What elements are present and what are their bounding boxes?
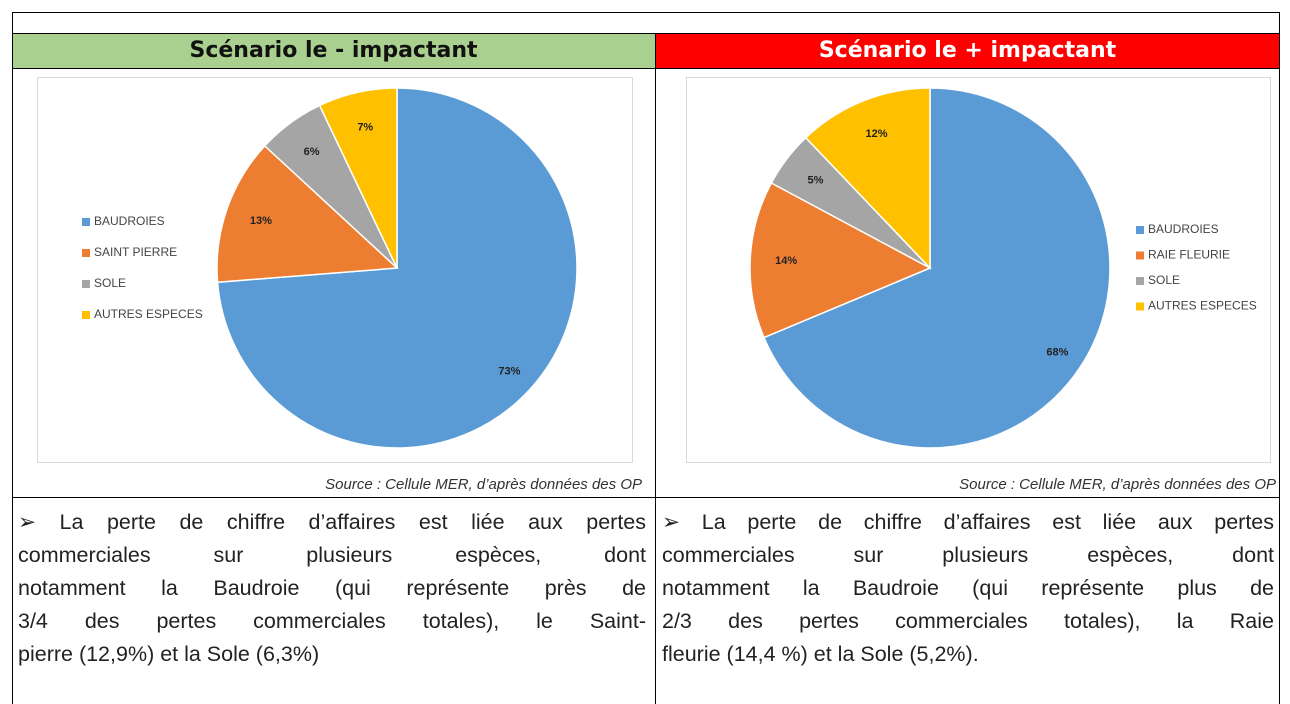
pie-slice [318, 87, 398, 269]
data-label: 13% [250, 215, 272, 227]
source: Source : Cellule MER, d’après données de… [325, 476, 642, 493]
legend-label: BAUDROIES [1148, 222, 1219, 236]
text-line: commerciales sur plusieurs espèces, dont [662, 543, 1274, 567]
paragraph: ➢ La perte de chiffre d’affaires est lié… [662, 506, 1274, 671]
data-label: 6% [304, 146, 320, 158]
border [12, 68, 1280, 69]
text-line: notamment la Baudroie (qui représente pl… [662, 576, 1274, 600]
legend-swatch [82, 280, 90, 288]
source: Source : Cellule MER, d’après données de… [959, 476, 1276, 493]
legend-label: BAUDROIES [94, 214, 165, 228]
text-line: fleurie (14,4 %) et la Sole (5,2%). [662, 642, 979, 666]
border [12, 497, 1280, 498]
border [12, 12, 1280, 13]
pie-slice [216, 144, 399, 284]
text-line: pierre (12,9%) et la Sole (6,3%) [18, 642, 320, 666]
paragraph: ➢ La perte de chiffre d’affaires est lié… [18, 506, 646, 671]
text-line: ➢ La perte de chiffre d’affaires est lié… [18, 510, 646, 534]
pie-slice [804, 87, 931, 270]
text-line: commerciales sur plusieurs espèces, dont [18, 543, 646, 567]
legend-label: AUTRES ESPECES [1148, 299, 1257, 313]
legend-swatch [1136, 251, 1144, 260]
data-label: 73% [498, 366, 520, 378]
border [12, 12, 13, 704]
text-line: ➢ La perte de chiffre d’affaires est lié… [662, 510, 1274, 534]
text-line: 2/3 des pertes commerciales totales), la… [662, 609, 1274, 633]
text-line: 3/4 des pertes commerciales totales), le… [18, 609, 646, 633]
data-label: 14% [775, 255, 797, 267]
pie-chart: 73% 13% 6% 7% BAUDROIES SAINT PIERRE SOLE AUTRE… [37, 77, 633, 463]
legend-swatch [1136, 302, 1144, 311]
text-line: notamment la Baudroie (qui représente pr… [18, 576, 646, 600]
header-right: Scénario le + impactant [655, 33, 1280, 68]
data-label: 68% [1046, 347, 1068, 359]
legend-label: SOLE [94, 276, 126, 290]
data-label: 5% [807, 175, 823, 187]
data-label: 12% [865, 128, 887, 140]
border [1279, 12, 1280, 704]
pie-chart: 68% 14% 5% 12% BAUDROIES RAIE FLEURIE SOLE AUTR… [686, 77, 1271, 463]
border [12, 33, 1280, 34]
legend-label: RAIE FLEURIE [1148, 248, 1230, 262]
border [655, 33, 656, 704]
legend-label: AUTRES ESPECES [94, 307, 203, 321]
legend-swatch [1136, 277, 1144, 285]
data-label: 7% [357, 121, 373, 133]
legend-label: SOLE [1148, 273, 1180, 287]
legend-swatch [82, 311, 90, 319]
pie-slice [762, 87, 1111, 449]
header-left: Scénario le - impactant [12, 33, 655, 68]
pie-slice [749, 181, 932, 339]
legend-label: SAINT PIERRE [94, 245, 177, 259]
legend-swatch [82, 218, 90, 226]
legend-swatch [1136, 226, 1144, 234]
legend-swatch [82, 249, 90, 257]
